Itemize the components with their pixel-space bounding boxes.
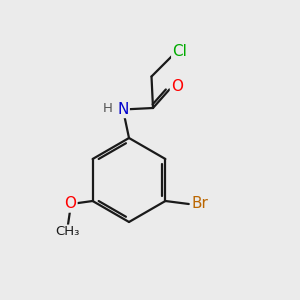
Text: N: N	[117, 102, 129, 117]
Text: O: O	[64, 196, 76, 211]
Text: O: O	[171, 79, 183, 94]
Text: H: H	[103, 101, 112, 115]
Text: CH₃: CH₃	[55, 225, 80, 238]
Text: Br: Br	[192, 196, 208, 211]
Text: Cl: Cl	[172, 44, 187, 59]
